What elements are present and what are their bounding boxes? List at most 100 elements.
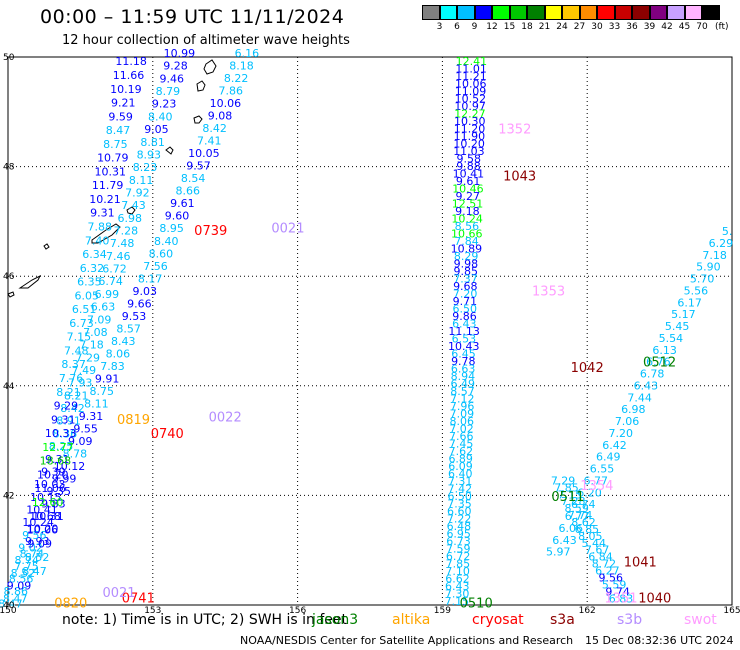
wave-height-value: 7.88	[88, 221, 113, 234]
wave-height-value: 6.42	[602, 439, 627, 452]
wave-height-value: 6.32	[80, 262, 105, 275]
wave-height-value: 6.73	[69, 317, 94, 330]
pass-time-label: 1043	[503, 169, 536, 184]
island-shape	[126, 206, 136, 215]
wave-height-value: 9.39	[41, 465, 66, 478]
wave-height-value: 10.20	[453, 138, 485, 151]
wave-height-value: 9.31	[79, 410, 104, 423]
wave-height-value: 6.17	[677, 296, 702, 309]
wave-height-value: 7.67	[585, 544, 610, 557]
wave-height-value: 9.68	[453, 280, 478, 293]
wave-height-value: 7.35	[447, 498, 472, 511]
island-shape	[193, 115, 203, 124]
island-shape	[196, 80, 206, 92]
wave-height-value: 9.31	[51, 413, 76, 426]
wave-height-value: 6.55	[590, 463, 615, 476]
wave-height-value: 12.51	[452, 198, 484, 211]
wave-height-value: 7.09	[87, 313, 112, 326]
wave-height-value: 5.90	[696, 261, 721, 274]
color-swatch	[597, 5, 615, 20]
color-swatch	[474, 5, 492, 20]
legend-note: note: 1) Time is in UTC; 2) SWH is in fe…	[62, 612, 717, 628]
color-scale-label: 9	[471, 22, 478, 32]
wave-height-value: 5.54	[659, 332, 684, 345]
wave-height-value: 6.49	[450, 378, 475, 391]
wave-height-value: 10.19	[110, 83, 142, 96]
lat-label: 40	[3, 601, 15, 611]
wave-height-value: 8.05	[578, 530, 603, 543]
lat-label: 50	[3, 53, 15, 63]
wave-height-value: 7.08	[83, 326, 108, 339]
wave-height-value: 9.83	[41, 498, 66, 511]
wave-height-value: 6.20	[577, 486, 602, 499]
wave-height-value: 9.88	[456, 160, 481, 173]
wave-height-value: 8.60	[149, 247, 174, 260]
wave-height-value: 7.74	[568, 509, 593, 522]
wave-height-value: 6.72	[446, 550, 471, 563]
wave-height-value: 5.	[722, 225, 733, 238]
wave-height-value: 9.09	[7, 580, 32, 593]
wave-height-value: 9.53	[122, 310, 147, 323]
wave-height-value: 9.61	[170, 197, 195, 210]
wave-height-value: 6.63	[451, 363, 476, 376]
map-frame	[7, 56, 733, 606]
pass-time-label: 0511	[551, 490, 584, 505]
wave-height-value: 8.47	[106, 124, 131, 137]
wave-height-value: 8.72	[592, 558, 617, 571]
wave-height-value: 6.85	[575, 523, 600, 536]
pass-time-label: 0739	[194, 224, 227, 239]
color-swatch	[649, 5, 667, 20]
wave-height-value: 7.93	[68, 377, 93, 390]
color-swatch	[509, 5, 527, 20]
pass-time-label: 0510	[460, 597, 493, 612]
color-scale-label: 36	[626, 22, 638, 32]
wave-height-value: 7.02	[449, 423, 474, 436]
wave-height-value: 6.77	[565, 510, 590, 523]
color-swatch	[579, 5, 597, 20]
wave-height-value: 9.46	[159, 72, 184, 85]
wave-height-value: 8.91	[56, 415, 81, 428]
color-swatch	[527, 5, 545, 20]
color-swatch	[614, 5, 632, 20]
wave-height-value: 6.99	[95, 288, 120, 301]
wave-height-value: 6.27	[595, 565, 620, 578]
wave-height-value: 8.86	[4, 585, 29, 598]
wave-height-value: 6.16	[235, 47, 260, 60]
wave-height-value: 8.94	[451, 370, 476, 383]
wave-height-value: 10.99	[164, 47, 196, 60]
color-scale-label: 18	[521, 22, 533, 32]
wave-height-value: 9.03	[133, 285, 158, 298]
wave-height-value: 9.29	[54, 400, 79, 413]
wave-height-value: 5.56	[684, 284, 709, 297]
wave-height-value: 8.47	[0, 598, 23, 611]
wave-height-value: 6.43	[552, 534, 577, 547]
pass-time-label: 0022	[209, 410, 242, 425]
lat-label: 42	[3, 491, 14, 501]
wave-height-value: 8.81	[140, 136, 165, 149]
legend-s3b: s3b	[617, 612, 643, 628]
wave-height-value: 11.06	[34, 482, 66, 495]
wave-height-value: 8.47	[22, 565, 47, 578]
color-scale-label: 39	[643, 22, 656, 32]
wave-height-value: 10.21	[89, 193, 121, 206]
legend-altika: altika	[392, 612, 431, 628]
wave-height-value: 11.18	[115, 55, 147, 68]
wave-height-value: 8.11	[84, 397, 109, 410]
color-scale-label: 27	[573, 22, 586, 32]
wave-height-value: 9.27	[455, 190, 480, 203]
legend-jason3: jason3	[312, 612, 359, 628]
pass-time-label: 0021	[102, 586, 135, 601]
wave-height-value: 10.05	[188, 147, 220, 160]
pass-time-label: 0512	[643, 356, 676, 371]
wave-height-value: 6.29	[709, 237, 734, 250]
color-scale-label: 24	[556, 22, 568, 32]
color-scale-label: 21	[538, 22, 551, 32]
island-shape	[91, 223, 121, 244]
wave-height-value: 7.49	[72, 364, 97, 377]
wave-height-value: 5.45	[665, 320, 690, 333]
wave-height-value: 6.50	[447, 490, 472, 503]
wave-height-value: 6.73	[446, 535, 471, 548]
island-shape	[43, 243, 50, 250]
pass-time-label: 0741	[122, 591, 155, 606]
